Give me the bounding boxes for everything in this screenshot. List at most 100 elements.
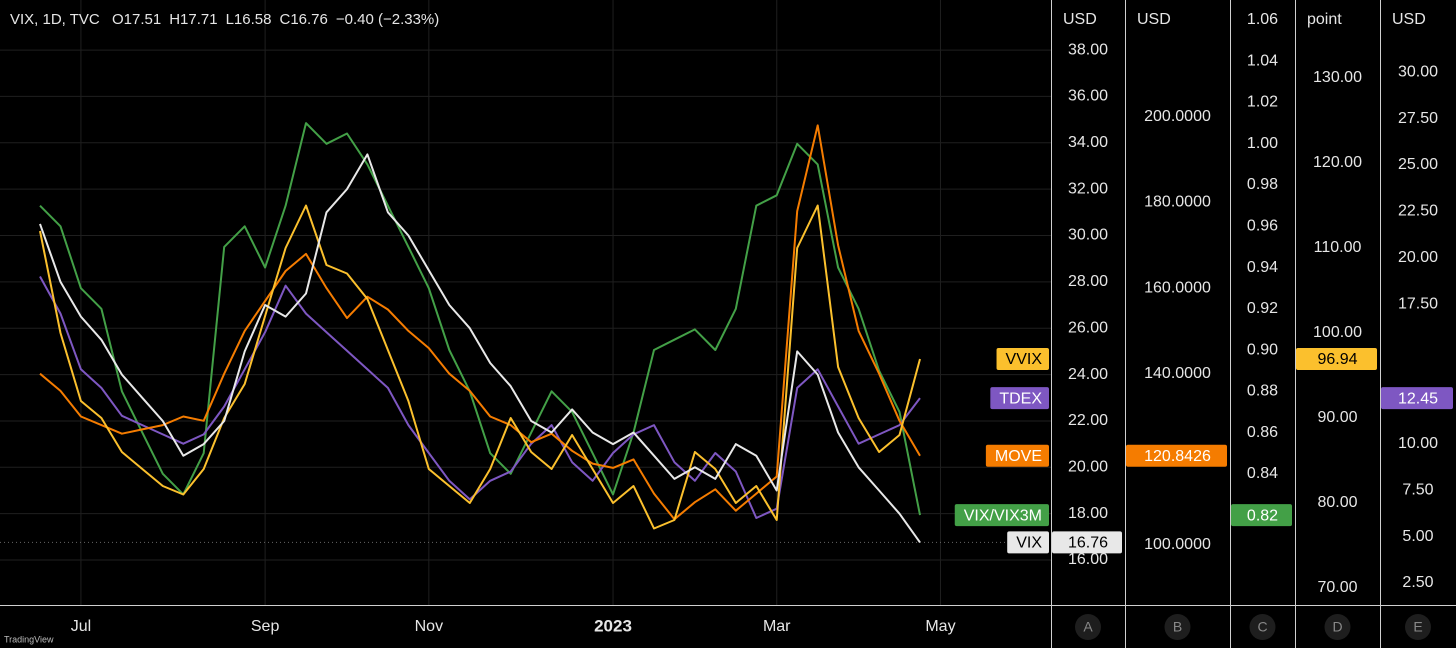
y-tick-label: 130.00 [1313, 69, 1362, 86]
y-tick-label: 7.50 [1402, 481, 1433, 498]
y-tick-label: 0.88 [1247, 383, 1278, 400]
series-line [39, 122, 921, 516]
axis-badge [1249, 614, 1276, 640]
legend-tag: TDEX [999, 390, 1042, 407]
y-tick-label: 16.00 [1068, 551, 1108, 568]
x-tick-label: Sep [251, 618, 280, 635]
y-tick-label: 100.0000 [1144, 536, 1211, 553]
y-tick-label: 25.00 [1398, 156, 1438, 173]
watermark: TradingView [4, 634, 54, 644]
y-tick-label: 1.06 [1247, 11, 1278, 28]
axis-letter: D [1332, 619, 1342, 635]
y-tick-label: 20.00 [1068, 459, 1108, 476]
last-value-label: 16.76 [1068, 535, 1108, 552]
series-line [39, 124, 921, 521]
y-tick-label: 27.50 [1398, 110, 1438, 127]
y-tick-label: 36.00 [1068, 88, 1108, 105]
series-line [39, 204, 921, 530]
axis-badge [1075, 614, 1101, 640]
legend-tag-box [1007, 531, 1049, 554]
ohlc-value: C16.76 [279, 11, 327, 28]
legend-tag: VIX/VIX3M [964, 507, 1042, 524]
legend-tag-box [990, 387, 1049, 410]
y-tick-label: 180.0000 [1144, 194, 1211, 211]
axis-unit: USD [1063, 11, 1097, 28]
last-value-label: 96.94 [1317, 351, 1357, 368]
ohlc-value: O17.51 [112, 11, 161, 28]
legend-tag-box [996, 348, 1049, 371]
last-value-box [1052, 531, 1122, 554]
x-tick-label: Jul [71, 618, 91, 635]
x-tick-label: Nov [415, 618, 443, 635]
ohlc-value: H17.71 [169, 11, 217, 28]
y-tick-label: 17.50 [1398, 296, 1438, 313]
axis-badge [1405, 614, 1431, 640]
ohlc-value: −0.40 (−2.33%) [336, 11, 439, 28]
axis-unit: USD [1137, 11, 1171, 28]
legend-tag: VIX [1016, 535, 1042, 552]
y-tick-label: 1.00 [1247, 135, 1278, 152]
y-tick-label: 90.00 [1317, 409, 1357, 426]
legend-tag-box [985, 444, 1049, 467]
y-tick-label: 120.00 [1313, 154, 1362, 171]
y-tick-label: 22.50 [1398, 203, 1438, 220]
y-tick-label: 22.00 [1068, 412, 1108, 429]
axis-badge [1324, 614, 1351, 640]
axis-letter: E [1413, 619, 1422, 635]
last-value-label: 12.45 [1398, 390, 1438, 407]
last-value-label: 0.82 [1247, 507, 1278, 524]
last-value-box [1126, 444, 1227, 467]
x-tick-label: Mar [763, 618, 791, 635]
y-tick-label: 28.00 [1068, 273, 1108, 290]
y-tick-label: 38.00 [1068, 41, 1108, 58]
header: VIX, 1D, TVC O17.51 H17.71 L16.58 C16.76 −0.… [10, 11, 439, 28]
axis-unit: USD [1392, 11, 1426, 28]
last-value-box [1231, 504, 1292, 527]
series-line [39, 153, 921, 543]
y-tick-label: 80.00 [1317, 494, 1357, 511]
y-tick-label: 0.94 [1247, 259, 1278, 276]
axis-unit: point [1307, 11, 1342, 28]
axis-badge [1164, 614, 1191, 640]
y-tick-label: 20.00 [1398, 249, 1438, 266]
y-tick-label: 18.00 [1068, 505, 1108, 522]
ohlc-value: L16.58 [226, 11, 272, 28]
last-value-box [1296, 348, 1377, 371]
series-line [39, 276, 921, 519]
y-tick-label: 70.00 [1317, 579, 1357, 596]
x-tick-label: 2023 [594, 616, 632, 635]
y-tick-label: 1.04 [1247, 52, 1278, 69]
y-tick-label: 160.0000 [1144, 279, 1211, 296]
y-tick-label: 0.98 [1247, 176, 1278, 193]
y-tick-label: 2.50 [1402, 574, 1433, 591]
y-tick-label: 24.00 [1068, 366, 1108, 383]
last-value-box [1381, 387, 1453, 410]
y-tick-label: 0.96 [1247, 218, 1278, 235]
plot [0, 122, 1051, 543]
y-tick-label: 140.0000 [1144, 365, 1211, 382]
axis-letter: A [1083, 619, 1093, 635]
y-tick-label: 0.84 [1247, 465, 1278, 482]
axis-letter: B [1173, 619, 1182, 635]
y-tick-label: 26.00 [1068, 319, 1108, 336]
y-tick-label: 0.90 [1247, 341, 1278, 358]
last-value-label: 120.8426 [1144, 448, 1211, 465]
y-tick-label: 0.92 [1247, 300, 1278, 317]
y-tick-label: 30.00 [1068, 227, 1108, 244]
y-tick-label: 1.02 [1247, 94, 1278, 111]
legend-tag: MOVE [995, 448, 1042, 465]
symbol-title: VIX, 1D, TVC [10, 11, 100, 28]
legend-tag-box [954, 504, 1049, 527]
y-tick-label: 110.00 [1314, 239, 1362, 256]
grid [0, 0, 1051, 605]
y-tick-label: 32.00 [1068, 180, 1108, 197]
y-tick-label: 30.00 [1398, 63, 1438, 80]
y-tick-label: 34.00 [1068, 134, 1108, 151]
y-tick-label: 200.0000 [1144, 108, 1211, 125]
x-tick-label: May [925, 618, 955, 635]
overlay: 0.82 VIX/VIX3M 12.45 TDEX 120.8426 MOVE 96.94 V… [954, 348, 1453, 554]
legend-tag: VVIX [1006, 351, 1043, 368]
axis-letter: C [1257, 619, 1267, 635]
